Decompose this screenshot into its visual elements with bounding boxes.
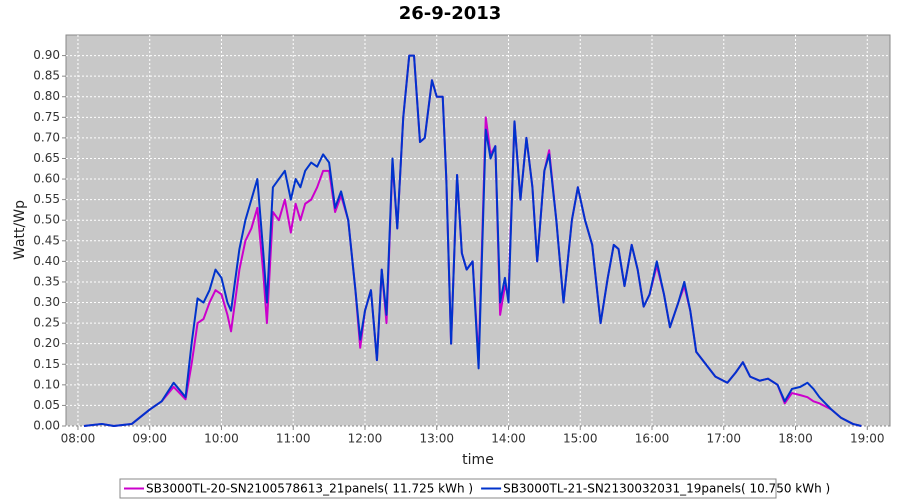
y-tick-label: 0.25: [33, 316, 60, 330]
x-tick-label: 12:00: [348, 432, 383, 446]
chart-title: 26-9-2013: [399, 3, 502, 24]
x-tick-label: 11:00: [276, 432, 311, 446]
y-tick-label: 0.20: [33, 336, 60, 350]
y-axis-label: Watt/Wp: [12, 200, 28, 260]
y-tick-label: 0.90: [33, 48, 60, 62]
y-tick-label: 0.65: [33, 151, 60, 165]
y-tick-label: 0.55: [33, 192, 60, 206]
x-tick-label: 10:00: [204, 432, 239, 446]
x-tick-label: 13:00: [419, 432, 454, 446]
y-tick-label: 0.80: [33, 89, 60, 103]
y-tick-label: 0.60: [33, 172, 60, 186]
x-tick-label: 18:00: [778, 432, 813, 446]
y-tick-label: 0.30: [33, 295, 60, 309]
y-tick-label: 0.45: [33, 233, 60, 247]
legend-label: SB3000TL-21-SN2130032031_19panels( 10.75…: [503, 482, 830, 496]
y-tick-label: 0.85: [33, 69, 60, 83]
y-tick-label: 0.50: [33, 213, 60, 227]
x-tick-label: 19:00: [850, 432, 885, 446]
legend-label: SB3000TL-20-SN2100578613_21panels( 11.72…: [146, 482, 473, 496]
legend: [119, 478, 777, 499]
series-line: [83, 54, 862, 427]
x-tick-label: 09:00: [132, 432, 167, 446]
y-tick-label: 0.05: [33, 398, 60, 412]
x-tick-label: 17:00: [706, 432, 741, 446]
y-tick-label: 0.35: [33, 274, 60, 288]
x-tick-label: 15:00: [563, 432, 598, 446]
y-tick-label: 0.15: [33, 357, 60, 371]
x-tick-label: 16:00: [635, 432, 670, 446]
y-tick-label: 0.10: [33, 377, 60, 391]
x-tick-label: 14:00: [491, 432, 526, 446]
y-tick-label: 0.75: [33, 110, 60, 124]
x-axis-label: time: [462, 452, 494, 468]
y-tick-label: 0.00: [33, 419, 60, 433]
y-tick-label: 0.40: [33, 254, 60, 268]
y-tick-label: 0.70: [33, 130, 60, 144]
x-tick-label: 08:00: [61, 432, 96, 446]
